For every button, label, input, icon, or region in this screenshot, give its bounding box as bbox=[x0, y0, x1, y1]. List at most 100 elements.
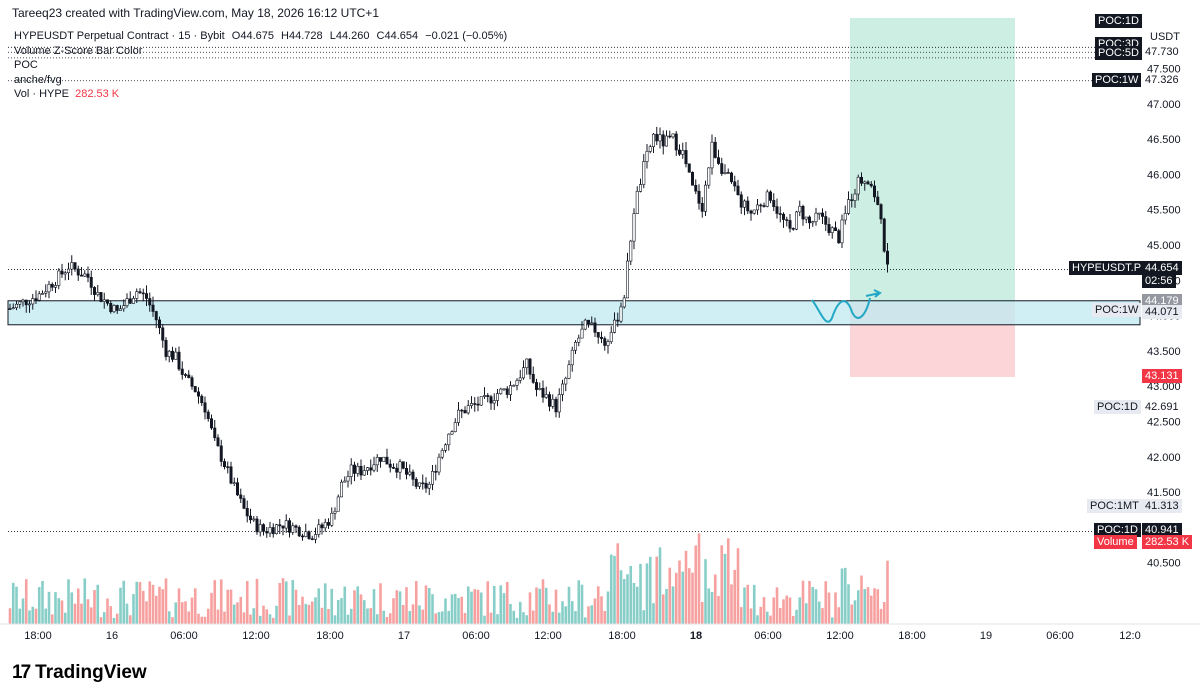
candle-body bbox=[843, 213, 847, 221]
volume-bar bbox=[821, 608, 824, 624]
volume-bar bbox=[710, 591, 714, 624]
candle-body bbox=[440, 450, 444, 458]
candle-body bbox=[8, 308, 12, 310]
candle-body bbox=[736, 185, 740, 196]
volume-bar bbox=[190, 597, 194, 624]
candle-body bbox=[531, 373, 535, 383]
volume-bar bbox=[827, 592, 831, 624]
volume-bar bbox=[232, 604, 236, 624]
candle-body bbox=[421, 482, 425, 485]
volume-bar bbox=[57, 598, 61, 624]
candle-body bbox=[791, 228, 795, 230]
volume-bar bbox=[314, 597, 317, 624]
candle-body bbox=[518, 377, 522, 381]
candle-body bbox=[427, 483, 431, 489]
candle-body bbox=[716, 157, 720, 164]
last-price-symbol-label: HYPEUSDT.P bbox=[1069, 261, 1145, 275]
candle-body bbox=[476, 403, 480, 406]
volume-bar bbox=[479, 592, 483, 624]
candle-body bbox=[93, 287, 97, 295]
candle-body bbox=[544, 394, 548, 398]
candle-body bbox=[239, 494, 243, 499]
candle-body bbox=[424, 482, 428, 489]
volume-bar bbox=[466, 586, 470, 624]
candle-body bbox=[193, 386, 197, 393]
candle-body bbox=[749, 210, 753, 214]
volume-bar bbox=[119, 587, 122, 624]
candle-body bbox=[762, 205, 766, 207]
indicator-volume[interactable]: Vol · HYPE 282.53 K bbox=[14, 87, 507, 102]
candle-body bbox=[362, 470, 366, 476]
candle-body bbox=[479, 396, 483, 406]
time-tick-label: 06:00 bbox=[462, 630, 490, 642]
indicator-poc[interactable]: POC bbox=[14, 59, 38, 71]
volume-bar bbox=[697, 533, 701, 624]
volume-bar bbox=[89, 607, 93, 624]
candle-body bbox=[700, 203, 704, 212]
candle-body bbox=[713, 141, 717, 158]
volume-bar bbox=[704, 559, 707, 624]
candle-body bbox=[560, 383, 564, 395]
ohlc-change: −0.021 (−0.05%) bbox=[425, 30, 508, 42]
indicator-zscore[interactable]: Volume Z-Score Bar Color bbox=[14, 44, 143, 57]
volume-bar bbox=[421, 609, 425, 624]
volume-bar bbox=[28, 610, 31, 624]
volume-bar bbox=[408, 610, 412, 624]
candle-body bbox=[811, 221, 815, 224]
volume-bar bbox=[385, 617, 389, 624]
volume-bar bbox=[245, 581, 249, 624]
ohlc-high: H44.728 bbox=[281, 30, 323, 42]
candle-body bbox=[781, 213, 785, 220]
time-tick-label: 06:00 bbox=[1046, 630, 1074, 642]
candle-body bbox=[372, 464, 376, 471]
volume-bar bbox=[879, 608, 883, 624]
volume-bar bbox=[804, 603, 808, 624]
volume-bar bbox=[661, 594, 665, 624]
volume-bar bbox=[307, 604, 311, 624]
candle-body bbox=[89, 277, 93, 288]
candle-body bbox=[482, 395, 486, 397]
candle-body bbox=[850, 199, 854, 201]
symbol-row[interactable]: HYPEUSDT Perpetual Contract · 15 · Bybit… bbox=[14, 29, 507, 44]
time-axis[interactable]: 18:00 16 06:00 12:00 18:00 17 06:00 12:00 18:00 1… bbox=[0, 623, 1200, 642]
candle-body bbox=[824, 216, 828, 225]
candle-body bbox=[460, 409, 464, 412]
time-tick-label: 12:00 bbox=[534, 630, 562, 642]
price-tick-label: 42.000 bbox=[1147, 452, 1181, 464]
candle-body bbox=[356, 465, 360, 474]
candle-body bbox=[261, 524, 265, 532]
volume-bar bbox=[151, 584, 155, 624]
volume-bar bbox=[164, 578, 168, 624]
volume-bar bbox=[31, 606, 35, 624]
volume-bar bbox=[226, 589, 230, 624]
candle-body bbox=[219, 445, 223, 462]
candle-body bbox=[242, 498, 246, 509]
candle-body bbox=[775, 206, 779, 214]
volume-bar bbox=[772, 597, 776, 624]
candle-body bbox=[187, 374, 191, 378]
candle-body bbox=[882, 218, 886, 252]
volume-bar bbox=[424, 585, 428, 624]
symbol-title[interactable]: HYPEUSDT Perpetual Contract · 15 · Bybit bbox=[14, 30, 225, 42]
candle-body bbox=[580, 328, 584, 339]
candle-body bbox=[495, 393, 499, 401]
volume-bar bbox=[187, 611, 191, 624]
indicator-fvg[interactable]: anche/fvg bbox=[14, 73, 62, 86]
volume-bar bbox=[736, 548, 740, 624]
volume-bar bbox=[564, 606, 568, 624]
volume-bar bbox=[541, 579, 545, 624]
volume-bar bbox=[639, 563, 642, 624]
volume-bar bbox=[765, 611, 769, 624]
candle-body bbox=[63, 272, 67, 275]
poc-1d-top-label: POC:1D bbox=[1095, 14, 1142, 28]
volume-bar bbox=[93, 590, 96, 624]
volume-bar bbox=[340, 598, 343, 624]
candle-body bbox=[570, 349, 574, 366]
candle-body bbox=[138, 291, 142, 294]
candle-body bbox=[492, 400, 496, 404]
tradingview-brand[interactable]: 17 TradingView bbox=[12, 662, 147, 684]
bar-countdown: 02:56 bbox=[1142, 274, 1176, 288]
volume-bar bbox=[258, 615, 262, 624]
candle-body bbox=[274, 524, 278, 535]
